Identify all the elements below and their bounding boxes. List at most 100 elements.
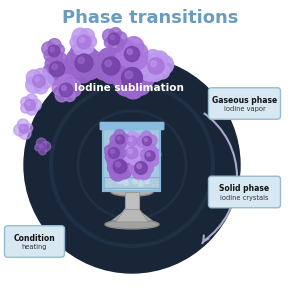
Circle shape [38, 143, 46, 151]
Circle shape [143, 144, 157, 158]
Circle shape [128, 49, 148, 69]
Circle shape [137, 136, 148, 147]
Circle shape [72, 28, 88, 44]
Circle shape [142, 136, 152, 146]
Circle shape [46, 68, 64, 85]
Text: Solid phase: Solid phase [219, 184, 270, 194]
Circle shape [24, 57, 240, 273]
Circle shape [104, 145, 115, 156]
Circle shape [66, 57, 86, 78]
Circle shape [149, 148, 161, 160]
Text: iodine crystals: iodine crystals [220, 195, 269, 201]
Circle shape [133, 179, 137, 184]
Circle shape [55, 89, 68, 102]
Ellipse shape [111, 188, 153, 196]
Circle shape [33, 75, 45, 87]
Circle shape [117, 165, 131, 179]
Circle shape [61, 85, 67, 91]
Circle shape [35, 77, 39, 81]
Circle shape [26, 101, 30, 105]
Circle shape [113, 160, 127, 173]
Circle shape [55, 45, 64, 55]
Circle shape [140, 150, 150, 159]
Circle shape [154, 55, 174, 74]
Circle shape [133, 168, 143, 179]
Circle shape [119, 142, 134, 157]
Circle shape [146, 135, 157, 146]
Circle shape [102, 67, 118, 83]
Circle shape [29, 99, 41, 111]
Circle shape [43, 64, 56, 78]
Circle shape [107, 153, 124, 170]
Circle shape [52, 64, 58, 70]
Circle shape [123, 134, 132, 144]
Circle shape [26, 76, 42, 93]
Circle shape [42, 42, 56, 56]
Circle shape [34, 68, 47, 82]
Circle shape [25, 100, 35, 110]
Circle shape [123, 78, 144, 99]
Circle shape [105, 60, 112, 67]
Circle shape [108, 141, 122, 154]
Circle shape [118, 40, 136, 58]
Circle shape [64, 79, 82, 97]
Text: Iodine sublimation: Iodine sublimation [74, 83, 184, 94]
Circle shape [48, 45, 60, 57]
Circle shape [105, 152, 115, 162]
Circle shape [44, 49, 56, 62]
FancyBboxPatch shape [4, 226, 64, 257]
Circle shape [50, 52, 68, 71]
Circle shape [110, 28, 121, 39]
Text: Condition: Condition [14, 234, 56, 243]
Circle shape [131, 134, 142, 146]
Circle shape [66, 50, 85, 69]
Circle shape [21, 126, 24, 129]
Circle shape [106, 48, 126, 68]
Circle shape [122, 151, 133, 162]
Circle shape [116, 76, 135, 96]
Circle shape [72, 61, 94, 83]
Circle shape [152, 51, 168, 67]
Circle shape [112, 145, 126, 159]
FancyBboxPatch shape [104, 178, 160, 188]
FancyBboxPatch shape [103, 126, 160, 190]
Circle shape [75, 54, 93, 72]
Circle shape [154, 64, 169, 79]
Circle shape [93, 54, 112, 73]
FancyBboxPatch shape [208, 176, 280, 208]
Circle shape [143, 141, 152, 150]
Circle shape [24, 124, 33, 132]
Circle shape [20, 124, 28, 134]
Circle shape [26, 70, 41, 85]
Circle shape [147, 154, 159, 166]
Circle shape [130, 61, 147, 79]
Circle shape [129, 162, 141, 174]
Circle shape [110, 134, 121, 146]
Ellipse shape [105, 220, 159, 229]
Circle shape [118, 179, 122, 184]
Circle shape [125, 71, 133, 79]
Circle shape [117, 136, 120, 140]
FancyBboxPatch shape [208, 88, 280, 119]
Circle shape [120, 57, 141, 78]
Circle shape [110, 165, 126, 181]
Circle shape [126, 147, 138, 159]
Circle shape [39, 144, 42, 147]
Circle shape [144, 138, 147, 141]
Circle shape [144, 50, 162, 67]
Circle shape [85, 36, 97, 47]
Circle shape [17, 119, 28, 130]
Circle shape [50, 61, 64, 76]
Circle shape [112, 70, 131, 88]
Text: Phase transitions: Phase transitions [62, 9, 238, 27]
Circle shape [110, 152, 123, 164]
Circle shape [147, 153, 150, 156]
Circle shape [80, 60, 100, 80]
Circle shape [148, 67, 163, 81]
Circle shape [127, 141, 140, 153]
Circle shape [82, 42, 94, 53]
Circle shape [27, 105, 37, 115]
Circle shape [48, 39, 61, 52]
Circle shape [107, 62, 128, 82]
Circle shape [113, 32, 127, 46]
